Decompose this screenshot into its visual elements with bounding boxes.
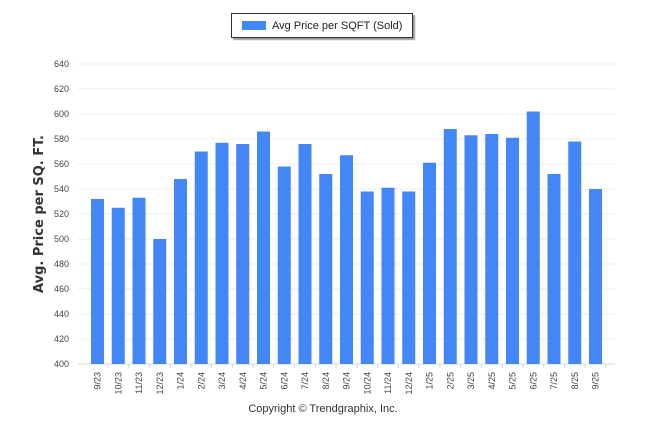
bar-3-25 [464,135,478,364]
bar-12-24 [402,191,416,364]
x-tick-label: 2/25 [445,372,455,390]
bars [91,111,602,364]
x-tick-label: 8/24 [321,372,331,390]
copyright-text: Copyright © Trendgraphix, Inc. [248,403,398,415]
x-tick-label: 8/25 [570,372,580,390]
y-tick-label: 480 [54,259,69,269]
x-tick-label: 1/25 [425,372,435,390]
bar-3-24 [215,142,229,364]
legend-label: Avg Price per SQFT (Sold) [272,19,403,32]
x-tick-label: 7/24 [300,372,310,390]
y-tick-label: 540 [54,184,69,194]
x-tick-label: 9/23 [93,372,103,390]
chart-legend: Avg Price per SQFT (Sold) [231,13,413,38]
x-tick-label: 3/25 [466,372,476,390]
bar-8-24 [319,174,333,364]
x-tick-label: 9/24 [342,372,352,390]
y-tick-label: 620 [54,84,69,94]
x-tick-label: 4/24 [238,372,248,390]
bar-7-24 [298,144,312,364]
y-axis-ticks: 400 420 440 460 480 500 520 540 560 580 600 620 640 [54,59,69,369]
y-tick-label: 600 [54,109,69,119]
y-tick-label: 460 [54,284,69,294]
bar-5-25 [506,137,519,364]
bar-2-25 [443,129,457,364]
bar-7-25 [547,174,561,364]
y-axis-label: Avg. Price per SQ. FT. [32,135,47,293]
x-tick-label: 6/24 [279,372,289,390]
y-tick-label: 420 [54,334,69,344]
bar-11-24 [381,187,395,364]
bar-1-25 [423,162,436,364]
y-tick-label: 500 [54,234,69,244]
bar-11-23 [132,197,146,364]
x-tick-label: 3/24 [217,372,227,390]
x-tick-label: 10/23 [113,372,123,395]
x-tick-label: 1/24 [176,372,186,390]
legend-swatch [242,21,266,30]
x-tick-label: 5/24 [259,372,269,390]
x-tick-label: 6/25 [528,372,538,390]
y-tick-label: 560 [54,159,69,169]
bar-4-25 [485,134,499,364]
x-tick-label: 7/25 [549,372,559,390]
x-axis-ticks: 9/23 10/23 11/23 12/23 1/24 2/24 3/24 4/24 5/24 6… [93,364,607,395]
x-tick-label: 12/24 [404,372,414,395]
bar-9-24 [340,155,353,364]
bar-6-24 [277,166,291,364]
bar-4-24 [236,144,250,364]
y-tick-label: 580 [54,134,69,144]
y-tick-label: 520 [54,209,69,219]
bar-5-24 [257,131,270,364]
x-tick-label: 12/23 [155,372,165,395]
y-tick-label: 440 [54,309,69,319]
x-tick-label: 11/23 [134,372,144,394]
bar-10-24 [360,191,374,364]
x-tick-label: 10/24 [362,372,372,395]
bar-8-25 [568,141,582,364]
y-tick-label: 640 [54,59,69,69]
bar-2-24 [194,151,208,364]
x-tick-label: 11/24 [383,372,393,394]
x-tick-label: 2/24 [196,372,206,390]
bar-12-23 [153,239,167,364]
bar-10-23 [111,207,125,364]
bar-1-24 [174,179,187,364]
y-tick-label: 400 [54,359,69,369]
bar-9-25 [589,189,602,364]
bar-6-25 [526,111,540,364]
x-tick-label: 4/25 [487,372,497,390]
x-tick-label: 9/25 [591,372,601,390]
x-tick-label: 5/25 [508,372,518,390]
bar-9-23 [91,199,104,364]
